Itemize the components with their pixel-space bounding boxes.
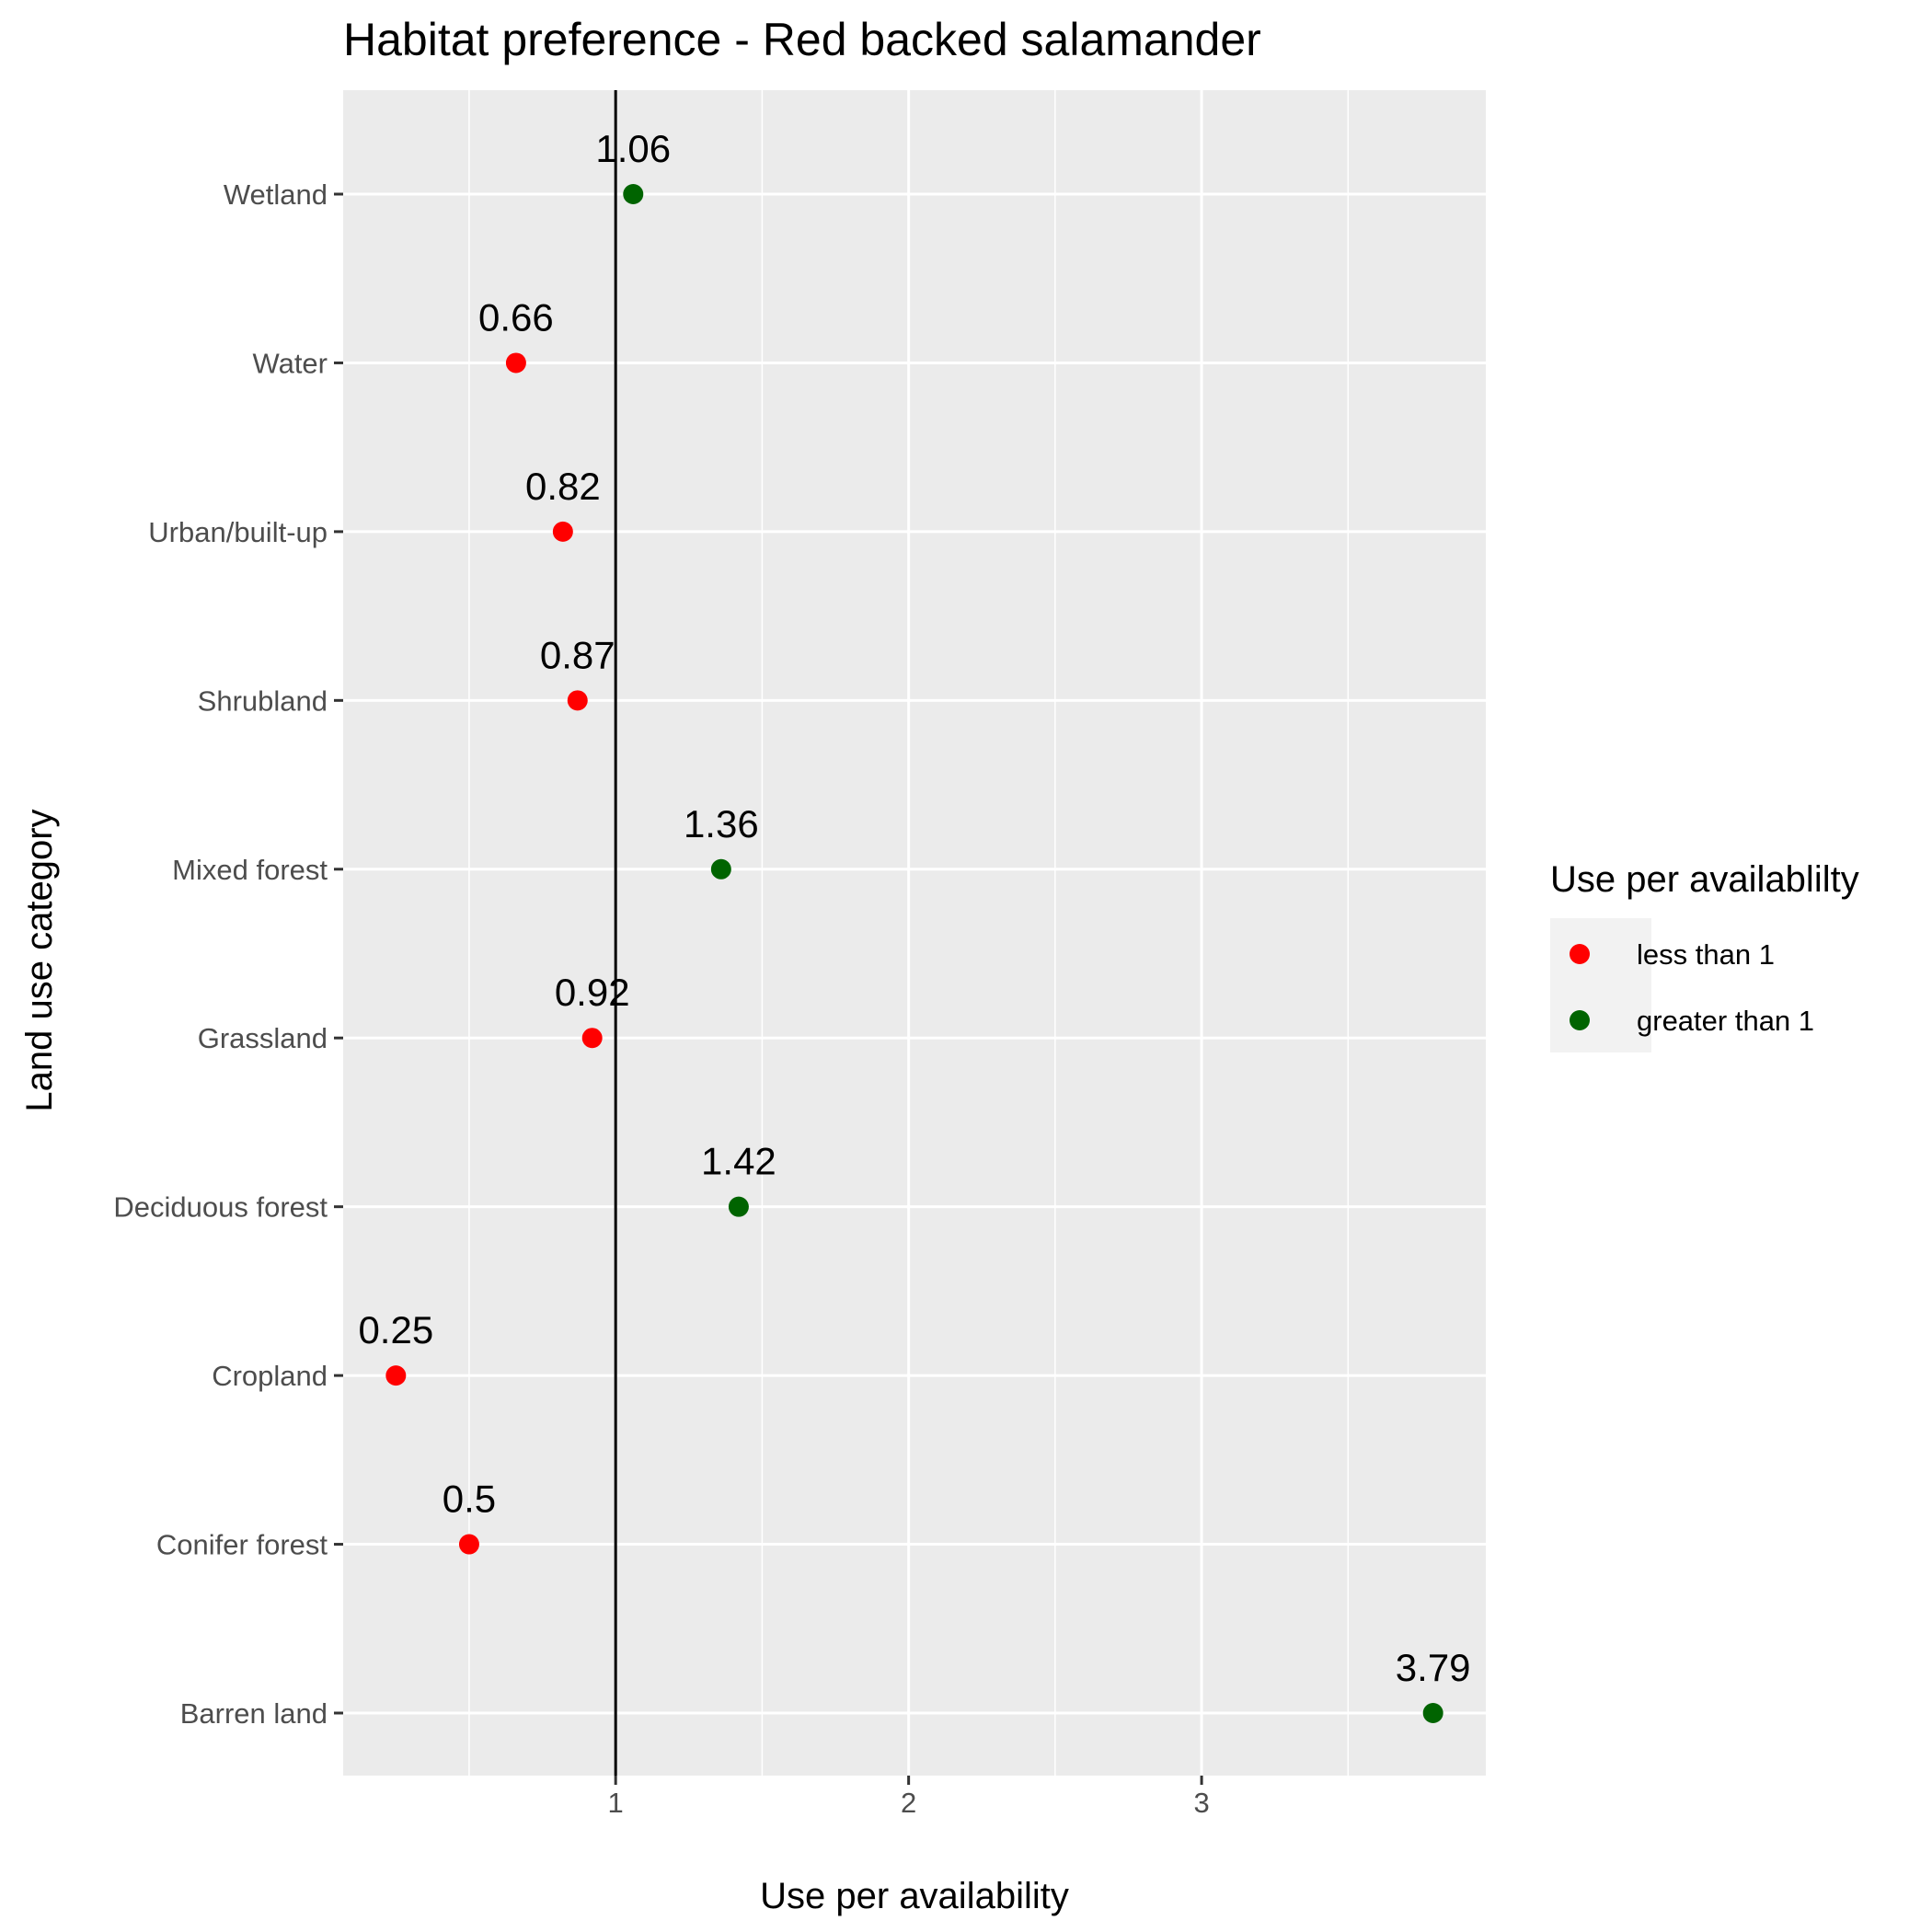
data-point	[710, 858, 731, 880]
y-tick-label: Wetland	[224, 178, 328, 211]
legend-key-background	[1550, 918, 1651, 1052]
data-point	[728, 1196, 749, 1217]
data-point	[567, 690, 588, 711]
legend-title: Use per availablilty	[1550, 859, 1859, 900]
data-label: 0.82	[525, 465, 601, 508]
y-tick-label: Cropland	[212, 1360, 328, 1392]
legend-item-label: less than 1	[1637, 938, 1775, 971]
data-point	[581, 1028, 603, 1049]
plot-panel	[343, 90, 1486, 1776]
x-tick-label: 1	[608, 1787, 624, 1819]
data-label: 0.87	[540, 633, 615, 676]
y-axis-title: Land use category	[19, 809, 60, 1111]
data-point	[552, 521, 573, 542]
x-axis: 1 2 3	[608, 1776, 1210, 1819]
data-label: 0.92	[555, 971, 630, 1014]
data-point	[458, 1534, 479, 1555]
legend-key-marker	[1570, 944, 1590, 964]
legend-key-marker	[1570, 1010, 1590, 1030]
data-label: 1.42	[701, 1140, 776, 1183]
y-tick-label: Mixed forest	[172, 854, 328, 886]
legend-item-label: greater than 1	[1637, 1005, 1814, 1037]
data-label: 0.66	[478, 295, 554, 339]
minor-gridlines	[468, 90, 1350, 1776]
data-label: 1.36	[684, 802, 759, 845]
data-label: 3.79	[1396, 1646, 1471, 1689]
x-axis-title: Use per availability	[760, 1876, 1069, 1916]
x-tick-label: 3	[1193, 1787, 1209, 1819]
y-tick-label: Deciduous forest	[113, 1191, 328, 1224]
data-point	[385, 1365, 407, 1386]
y-tick-label: Urban/built-up	[148, 516, 328, 548]
data-point	[505, 352, 526, 374]
data-point	[623, 184, 644, 204]
data-points	[385, 184, 1443, 1723]
y-tick-label: Barren land	[180, 1697, 328, 1730]
y-tick-label: Shrubland	[198, 684, 328, 717]
legend: Use per availablilty less than 1 greater …	[1550, 859, 1859, 1052]
data-label: 1.06	[595, 127, 671, 170]
y-tick-label: Conifer forest	[156, 1529, 328, 1561]
data-labels: 1.06 0.66 0.82 0.87 1.36 0.92 1.42 0.25 0.5 3.79	[358, 127, 1470, 1689]
major-gridlines	[343, 90, 1486, 1776]
data-label: 0.5	[443, 1478, 496, 1521]
y-axis: Wetland Water Urban/built-up Shrubland Mixed…	[113, 178, 343, 1730]
y-tick-label: Water	[252, 347, 328, 379]
chart-title: Habitat preference - Red backed salamand…	[343, 14, 1261, 65]
data-label: 0.25	[358, 1308, 433, 1351]
y-tick-label: Grassland	[198, 1022, 328, 1054]
data-point	[1422, 1703, 1443, 1723]
x-tick-label: 2	[901, 1787, 916, 1819]
